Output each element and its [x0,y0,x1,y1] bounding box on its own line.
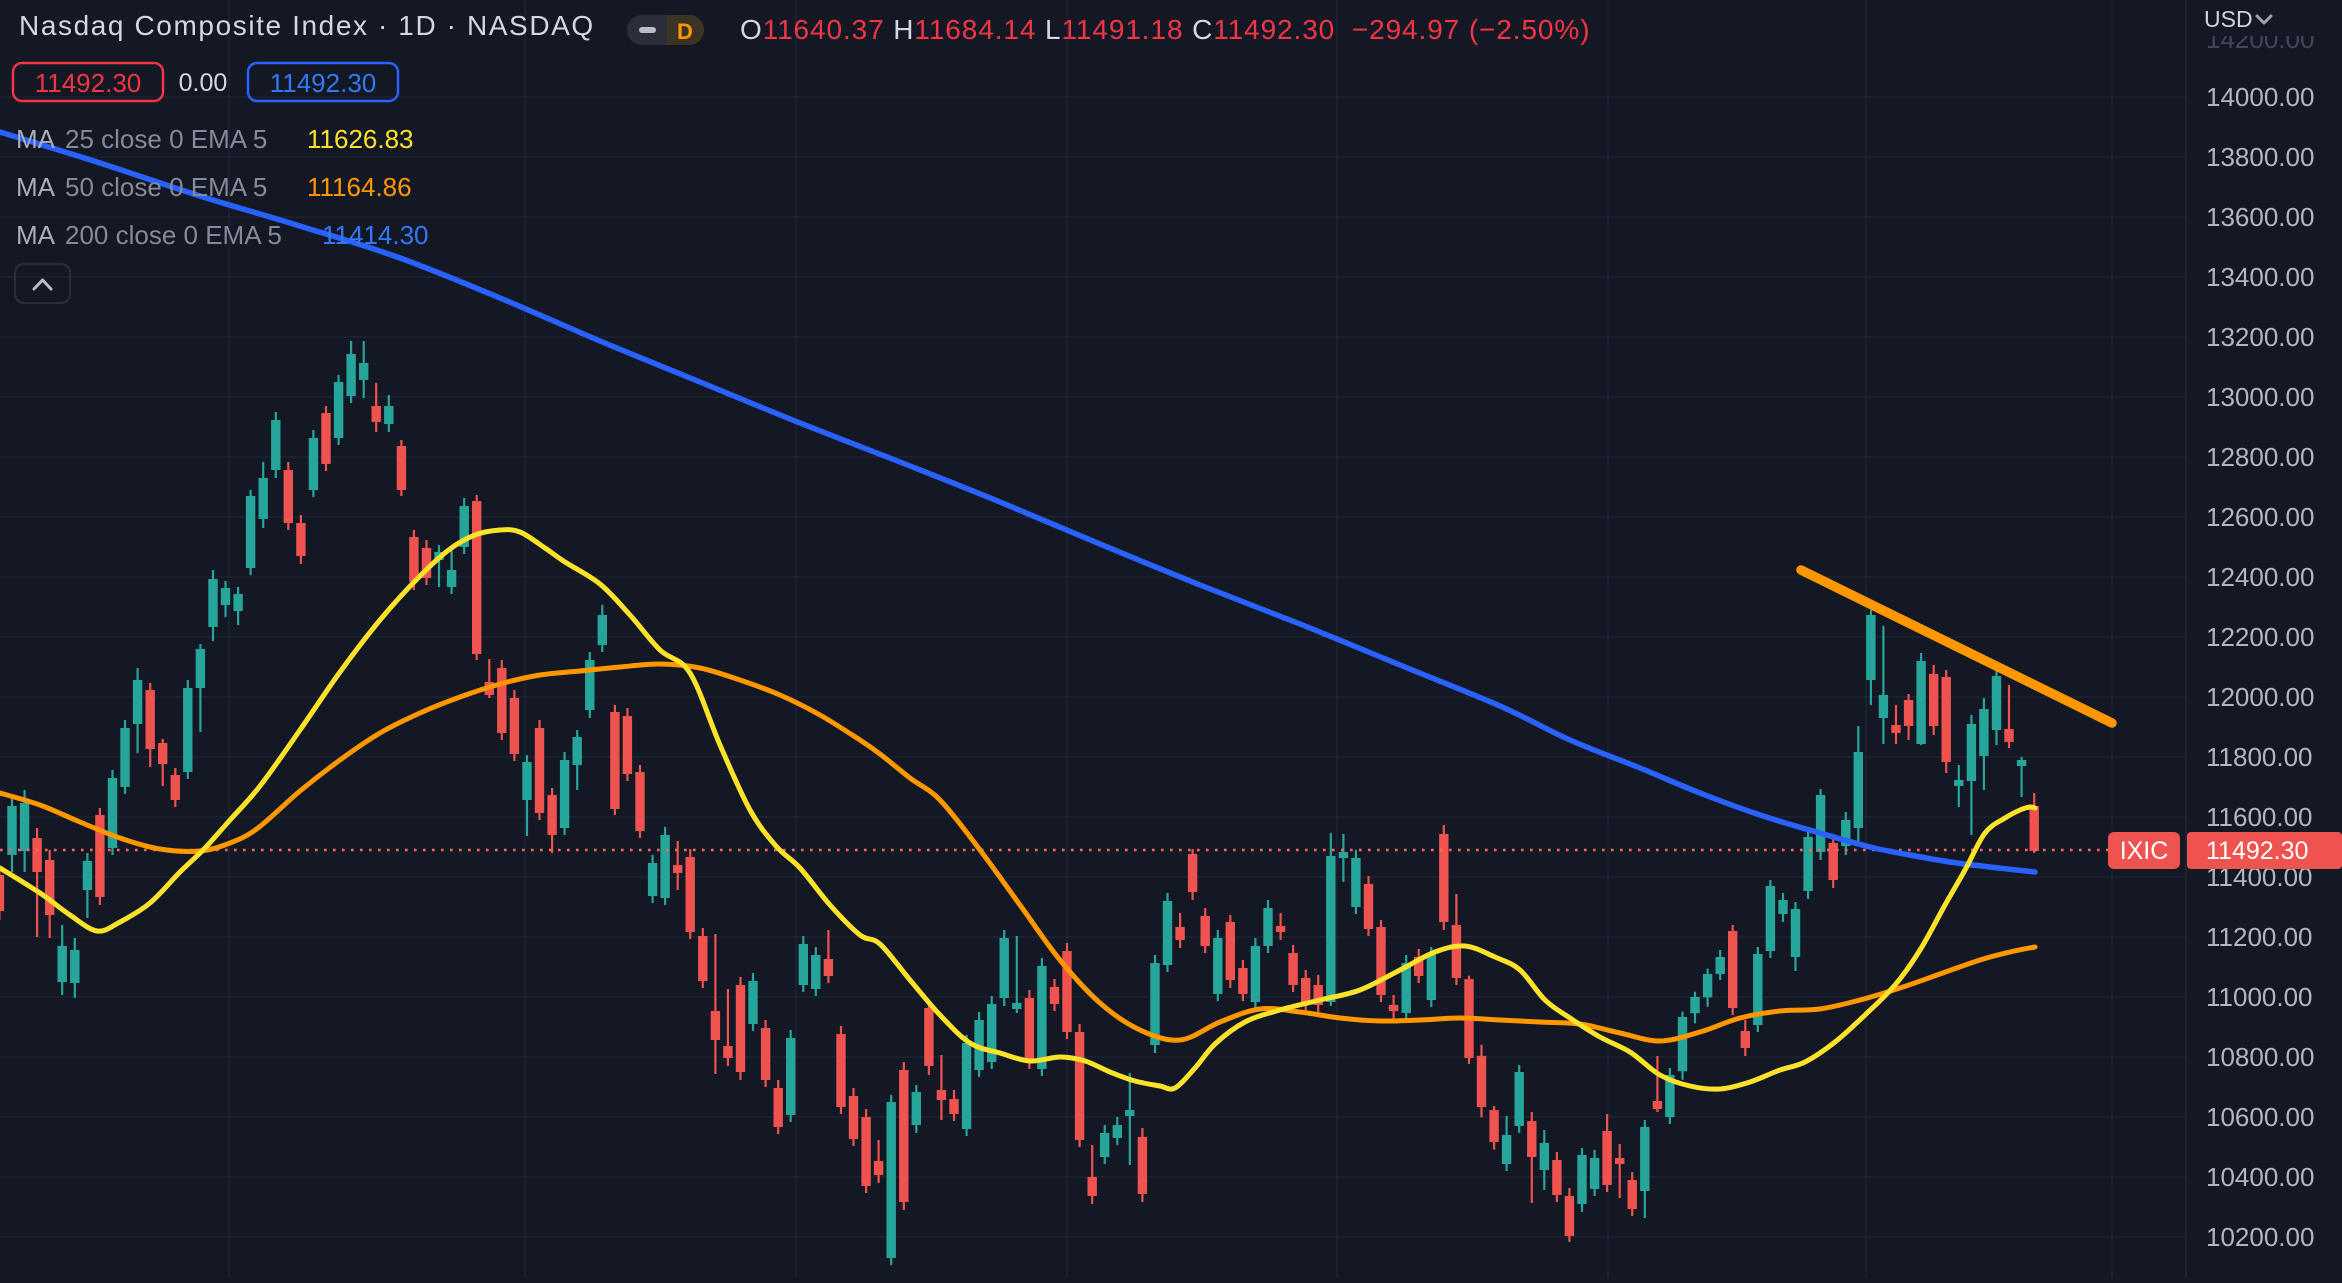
svg-text:0.00: 0.00 [179,69,228,97]
svg-text:13600.00: 13600.00 [2206,202,2314,232]
svg-text:10800.00: 10800.00 [2206,1042,2314,1072]
svg-text:14000.00: 14000.00 [2206,82,2314,112]
svg-text:11000.00: 11000.00 [2206,982,2313,1012]
svg-text:IXIC: IXIC [2120,837,2169,865]
svg-text:D: D [677,19,693,44]
svg-text:11600.00: 11600.00 [2206,802,2313,832]
svg-text:10200.00: 10200.00 [2206,1222,2314,1252]
svg-text:13000.00: 13000.00 [2206,382,2314,412]
svg-text:10400.00: 10400.00 [2206,1162,2314,1192]
svg-text:12800.00: 12800.00 [2206,442,2314,472]
svg-text:11492.30: 11492.30 [2206,837,2308,865]
svg-text:Nasdaq Composite Index · 1D ·: Nasdaq Composite Index · 1D · NASDAQ [19,10,595,41]
svg-text:13400.00: 13400.00 [2206,262,2314,292]
svg-text:12600.00: 12600.00 [2206,502,2314,532]
svg-text:11492.30: 11492.30 [35,68,142,98]
svg-text:11164.86: 11164.86 [307,172,412,202]
svg-text:USD: USD [2204,6,2253,32]
svg-text:11800.00: 11800.00 [2206,742,2313,772]
svg-text:13200.00: 13200.00 [2206,322,2314,352]
svg-text:11492.30: 11492.30 [270,68,377,98]
svg-text:O11640.37 H11684.14 L11491.18: O11640.37 H11684.14 L11491.18 C11492.30 … [740,14,1590,45]
svg-text:11200.00: 11200.00 [2206,922,2313,952]
svg-text:12400.00: 12400.00 [2206,562,2314,592]
svg-text:11414.30: 11414.30 [322,220,429,250]
svg-text:11626.83: 11626.83 [307,124,414,154]
svg-text:12000.00: 12000.00 [2206,682,2314,712]
svg-text:12200.00: 12200.00 [2206,622,2314,652]
svg-text:13800.00: 13800.00 [2206,142,2314,172]
svg-text:10600.00: 10600.00 [2206,1102,2314,1132]
